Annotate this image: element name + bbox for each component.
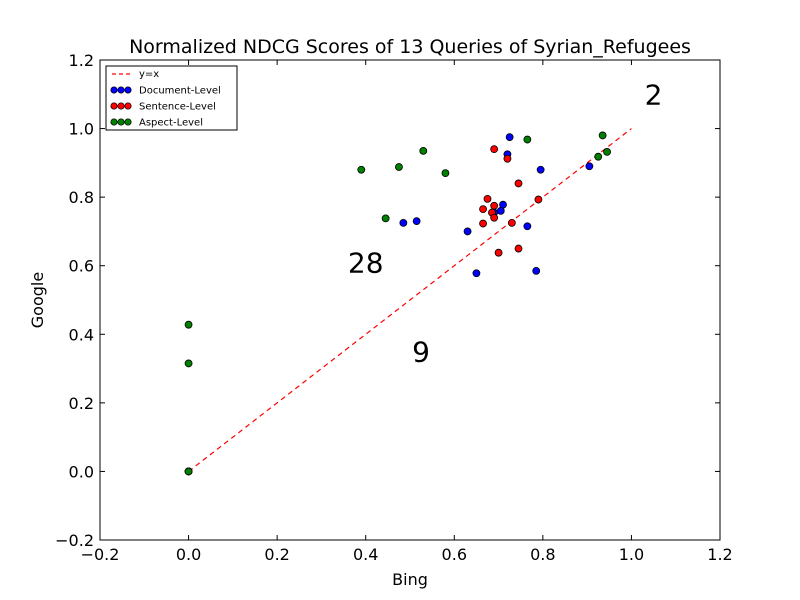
- legend-swatch-document-level: [117, 86, 125, 94]
- data-point-aspect-level: [598, 131, 607, 140]
- y-tick-label: 0.4: [69, 325, 94, 344]
- data-point-document-level: [496, 206, 505, 215]
- legend-swatch-aspect-level: [110, 118, 118, 126]
- data-point-document-level: [523, 222, 532, 231]
- reference-line-y-equals-x: [188, 128, 632, 472]
- data-point-document-level: [463, 227, 472, 236]
- data-point-aspect-level: [441, 169, 450, 178]
- data-point-aspect-level: [395, 163, 403, 171]
- x-tick-label: 1.0: [619, 545, 644, 564]
- y-tick-label: 1.0: [69, 120, 94, 139]
- data-point-sentence-level: [534, 195, 543, 204]
- data-point-document-level: [505, 133, 514, 142]
- y-tick-label: 0.2: [69, 394, 94, 413]
- data-point-document-level: [412, 217, 421, 226]
- data-point-sentence-level: [490, 213, 499, 222]
- annotation-label: 9: [412, 336, 430, 369]
- legend-swatch-sentence-level: [117, 102, 125, 110]
- x-tick-label: 1.2: [707, 545, 732, 564]
- data-point-aspect-level: [184, 320, 193, 329]
- data-point-aspect-level: [603, 147, 611, 156]
- data-point-sentence-level: [494, 248, 503, 257]
- legend-swatch-aspect-level: [124, 118, 132, 126]
- x-tick-label: 0.8: [530, 545, 555, 564]
- x-axis-label: Bing: [392, 570, 428, 589]
- legend-swatch-document-level: [110, 86, 118, 94]
- data-point-sentence-level: [490, 145, 499, 154]
- data-point-sentence-level: [479, 219, 487, 228]
- legend-label: Sentence-Level: [139, 102, 216, 113]
- data-point-document-level: [472, 269, 481, 278]
- chart-title: Normalized NDCG Scores of 13 Queries of …: [129, 36, 691, 58]
- legend-label: y=x: [139, 69, 159, 80]
- plot-area: −0.2−0.2 0.0 0.0 0.2 0.2 0.4 0.4 0.6 0.6 0.8 0.8 1.…: [55, 51, 733, 564]
- data-point-sentence-level: [514, 244, 523, 253]
- legend-swatch-document-level: [124, 86, 132, 94]
- data-point-document-level: [585, 162, 594, 171]
- data-point-aspect-level: [419, 146, 428, 155]
- x-tick-label: 0.2: [264, 545, 289, 564]
- x-tick-label: 0.0: [176, 545, 201, 564]
- y-tick-label: 0.0: [69, 462, 94, 481]
- legend: y=x Document-Level Sentence-Level Aspect-Le…: [105, 65, 238, 131]
- data-point-aspect-level: [357, 165, 366, 174]
- data-point-aspect-level: [381, 214, 390, 223]
- data-point-aspect-level: [523, 135, 532, 144]
- data-point-sentence-level: [490, 201, 499, 210]
- data-point-document-level: [399, 218, 408, 227]
- x-tick-label: 0.4: [353, 545, 378, 564]
- y-tick-label: −0.2: [55, 531, 94, 550]
- y-tick-label: 0.6: [69, 257, 94, 276]
- data-point-document-level: [532, 266, 541, 275]
- data-point-aspect-level: [184, 359, 193, 368]
- data-point-sentence-level: [483, 194, 492, 203]
- legend-swatch-sentence-level: [110, 102, 118, 110]
- y-tick-label: 1.2: [69, 51, 94, 70]
- y-tick-label: 0.8: [69, 188, 94, 207]
- legend-swatch-aspect-level: [117, 118, 125, 126]
- data-point-document-level: [536, 165, 545, 174]
- data-point-aspect-level: [184, 467, 193, 476]
- y-axis-label: Google: [28, 272, 47, 328]
- legend-swatch-sentence-level: [124, 102, 132, 110]
- legend-label: Aspect-Level: [139, 118, 203, 129]
- data-point-sentence-level: [503, 154, 512, 163]
- plot-frame: [99, 59, 721, 541]
- legend-label: Document-Level: [139, 86, 221, 97]
- x-tick-label: −0.2: [81, 545, 120, 564]
- annotation-label: 28: [348, 247, 384, 280]
- annotation-label: 2: [645, 79, 663, 112]
- data-point-sentence-level: [507, 218, 516, 227]
- x-tick-label: 0.6: [442, 545, 467, 564]
- data-point-sentence-level: [514, 179, 523, 188]
- data-point-aspect-level: [594, 152, 603, 161]
- data-point-sentence-level: [479, 205, 487, 214]
